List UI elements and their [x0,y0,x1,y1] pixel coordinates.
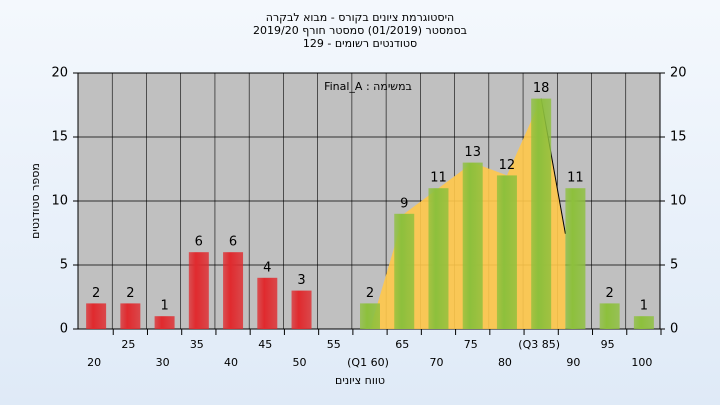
bar [257,277,278,329]
value-label: 1 [640,299,648,314]
value-label: 9 [400,196,408,211]
chart-subtitle: בסמסטר (01/2019) סמסטר חורף 2019/20 [253,24,467,37]
x-tick-label: 20 [87,356,101,369]
value-label: 6 [195,235,203,250]
bar [496,175,517,329]
x-tick-label: 35 [190,338,204,351]
value-label: 4 [263,260,271,275]
bar [633,316,654,329]
x-tick-label: 65 [395,338,409,351]
chart-title: היסטוגרמת ציונים בקורס - מבוא לבקרה [266,11,454,24]
x-tick-label: 25 [121,338,135,351]
value-label: 11 [430,171,447,186]
x-tick-label: (Q1 60) [347,356,389,369]
value-label: 2 [606,286,614,301]
x-axis-label: טווח ציונים [335,374,385,387]
bar [120,303,141,329]
x-tick-label: (Q3 85) [518,338,560,351]
bar [223,252,244,329]
x-tick-label: 45 [258,338,272,351]
y-tick-label: 20 [51,66,68,81]
value-label: 6 [229,235,237,250]
y-axis-label: מספר סטודנטים [29,163,42,239]
bar [188,252,209,329]
x-tick-label: 100 [631,356,652,369]
value-label: 2 [126,286,134,301]
bar [154,316,175,329]
bar [428,188,449,329]
value-label: 18 [533,81,550,96]
y2-tick-label: 0 [670,322,678,337]
y-tick-label: 5 [60,258,68,273]
value-label: 3 [297,273,305,288]
bar [86,303,107,329]
value-label: 13 [464,145,481,160]
x-tick-label: 90 [566,356,580,369]
value-label: 11 [567,171,584,186]
bar [599,303,620,329]
x-tick-label: 40 [224,356,238,369]
value-label: 12 [499,158,516,173]
y2-tick-label: 20 [670,66,687,81]
bar [291,290,312,329]
chart-subtitle: 129 - סטודנטים רשומים [303,37,417,50]
bar [462,162,483,329]
value-label: 2 [366,286,374,301]
x-tick-label: 50 [293,356,307,369]
y-tick-label: 10 [51,194,68,209]
y2-tick-label: 15 [670,130,687,145]
bar [360,303,380,329]
y-tick-label: 15 [51,130,68,145]
value-label: 2 [92,286,100,301]
x-tick-label: 80 [498,356,512,369]
y2-tick-label: 5 [670,258,678,273]
y2-tick-label: 10 [670,194,687,209]
value-label: 1 [160,299,168,314]
bar [531,98,552,329]
x-tick-label: 55 [327,338,341,351]
bar [394,213,415,329]
x-tick-label: 95 [601,338,615,351]
x-tick-label: 75 [464,338,478,351]
bar [565,188,586,329]
y-tick-label: 0 [60,322,68,337]
annotation: Final_A : במשימה [324,80,412,93]
x-tick-label: 70 [429,356,443,369]
x-tick-label: 30 [156,356,170,369]
